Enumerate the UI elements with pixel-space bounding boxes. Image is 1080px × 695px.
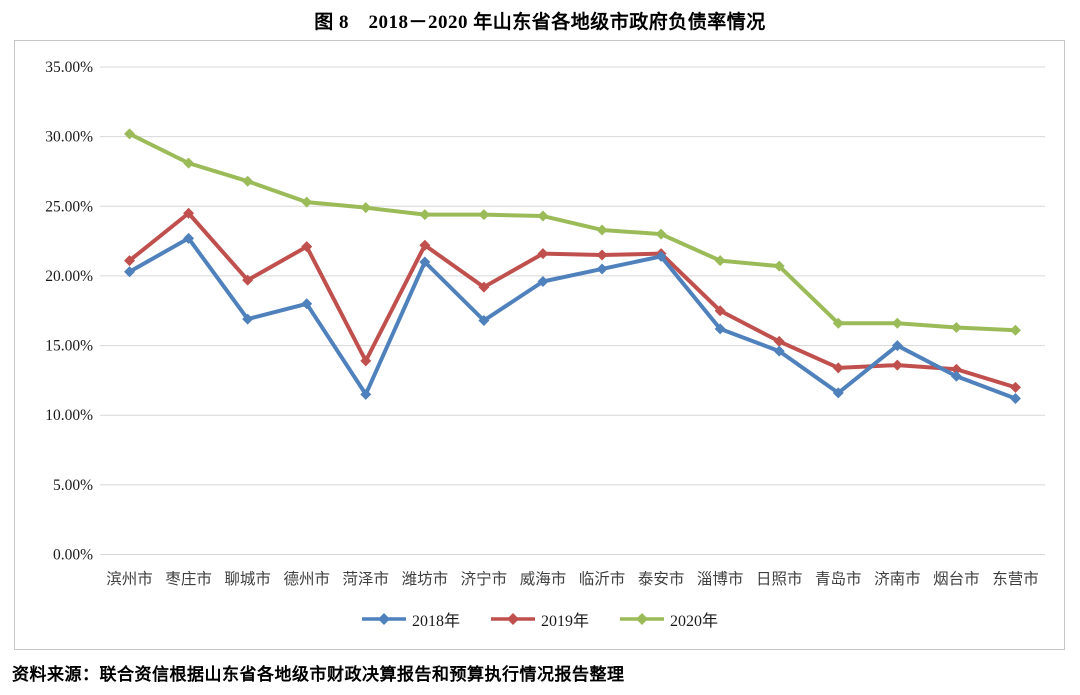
data-point-2018年-东营市	[1009, 393, 1021, 404]
data-point-2018年-临沂市	[596, 263, 608, 275]
y-axis-tick-label: 35.00%	[45, 59, 93, 76]
x-axis-city-label: 滨州市	[106, 570, 153, 588]
data-point-2018年-日照市	[773, 345, 785, 357]
data-point-2019年-枣庄市	[183, 207, 195, 219]
x-axis-city-label: 临沂市	[579, 570, 626, 588]
chart-frame: 35.00% 30.00% 25.00% 20.00% 15.00% 10.00% 5.00…	[14, 40, 1065, 650]
data-point-2018年-威海市	[537, 276, 549, 287]
data-point-2020年-烟台市	[950, 321, 962, 333]
data-point-2018年-潍坊市	[419, 256, 431, 268]
x-axis-city-label: 青岛市	[815, 570, 862, 588]
x-axis-city-label: 济南市	[874, 570, 921, 588]
data-point-2018年-聊城市	[242, 313, 254, 325]
data-point-2018年-枣庄市	[183, 232, 195, 244]
data-point-2020年-潍坊市	[419, 209, 431, 221]
line-chart-plot: 35.00% 30.00% 25.00% 20.00% 15.00% 10.00% 5.00…	[45, 59, 1045, 588]
data-point-2019年-威海市	[537, 248, 549, 260]
data-point-2019年-日照市	[773, 335, 785, 347]
legend-item-2020: 2020年	[619, 607, 718, 631]
y-axis-tick-label: 25.00%	[45, 198, 93, 215]
y-axis-tick-label: 0.00%	[53, 547, 93, 564]
data-point-2019年-临沂市	[596, 249, 608, 261]
data-point-2020年-聊城市	[242, 175, 254, 187]
data-point-2018年-泰安市	[655, 250, 667, 262]
data-point-2019年-滨州市	[124, 255, 136, 267]
y-axis-tick-label: 30.00%	[45, 129, 93, 146]
x-axis-city-label: 菏泽市	[343, 570, 390, 588]
data-point-2020年-滨州市	[124, 128, 136, 140]
data-point-2018年-烟台市	[950, 370, 962, 382]
series-line-2018年	[127, 236, 1018, 401]
data-point-2020年-枣庄市	[183, 157, 195, 169]
legend-label-2019: 2019年	[540, 613, 589, 630]
data-point-2019年-聊城市	[242, 274, 254, 286]
legend-label-2018: 2018年	[411, 613, 460, 630]
data-point-2019年-烟台市	[950, 363, 962, 375]
series-line-2020年	[127, 131, 1018, 333]
data-point-2019年-菏泽市	[360, 355, 372, 367]
data-point-2019年-济宁市	[478, 281, 490, 293]
data-point-2018年-德州市	[301, 298, 313, 310]
data-point-2019年-青岛市	[832, 362, 844, 374]
data-point-2018年-滨州市	[124, 266, 136, 278]
data-point-2020年-泰安市	[655, 228, 667, 240]
data-point-2020年-临沂市	[596, 224, 608, 236]
x-axis-city-label: 德州市	[283, 570, 330, 588]
data-point-2020年-德州市	[301, 196, 313, 208]
y-axis-tick-label: 20.00%	[45, 268, 93, 285]
data-point-2020年-日照市	[773, 260, 785, 272]
data-point-2019年-济南市	[891, 359, 903, 371]
x-axis-city-label: 日照市	[756, 570, 803, 588]
x-axis-city-label: 枣庄市	[165, 570, 212, 588]
x-axis-city-label: 济宁市	[461, 570, 508, 588]
data-point-2020年-济宁市	[478, 209, 490, 221]
chart-legend: 2018年 2019年 2020年	[15, 607, 1064, 631]
chart-title: 图 8 2018－2020 年山东省各地级市政府负债率情况	[314, 12, 766, 33]
x-axis-city-label: 威海市	[520, 570, 567, 588]
data-point-2018年-青岛市	[832, 387, 844, 399]
data-point-2018年-济宁市	[478, 315, 490, 326]
x-axis-city-label: 潍坊市	[402, 570, 449, 588]
y-axis-tick-label: 5.00%	[53, 477, 93, 494]
data-point-2020年-菏泽市	[360, 202, 372, 214]
legend-item-2019: 2019年	[490, 607, 589, 631]
x-axis-city-label: 聊城市	[224, 570, 271, 588]
data-point-2020年-青岛市	[832, 317, 844, 329]
data-point-2018年-淄博市	[714, 323, 726, 335]
legend-item-2018: 2018年	[361, 607, 460, 631]
y-axis-tick-label: 15.00%	[45, 338, 93, 355]
x-axis-city-label: 东营市	[992, 570, 1039, 588]
legend-marker-2018-icon	[361, 613, 406, 625]
data-point-2019年-潍坊市	[419, 239, 431, 251]
data-point-2020年-东营市	[1009, 324, 1021, 336]
data-point-2020年-淄博市	[714, 255, 726, 267]
data-point-2018年-菏泽市	[360, 388, 372, 400]
legend-marker-2020-icon	[620, 613, 664, 625]
x-axis-city-label: 泰安市	[638, 570, 685, 588]
data-point-2020年-威海市	[537, 210, 549, 222]
data-point-2019年-淄博市	[714, 305, 726, 317]
data-point-2020年-济南市	[891, 317, 903, 329]
data-point-2018年-济南市	[891, 340, 903, 352]
y-axis-tick-label: 10.00%	[45, 407, 93, 424]
x-axis-city-label: 淄博市	[697, 570, 744, 588]
legend-marker-2019-icon	[490, 613, 535, 625]
legend-label-2020: 2020年	[670, 613, 719, 630]
series-line-2019年	[127, 211, 1018, 390]
data-point-2019年-德州市	[301, 241, 313, 253]
x-axis-city-label: 烟台市	[933, 570, 980, 588]
source-note: 资料来源：联合资信根据山东省各地级市财政决算报告和预算执行情况报告整理	[12, 665, 625, 684]
data-point-2019年-东营市	[1009, 381, 1021, 393]
